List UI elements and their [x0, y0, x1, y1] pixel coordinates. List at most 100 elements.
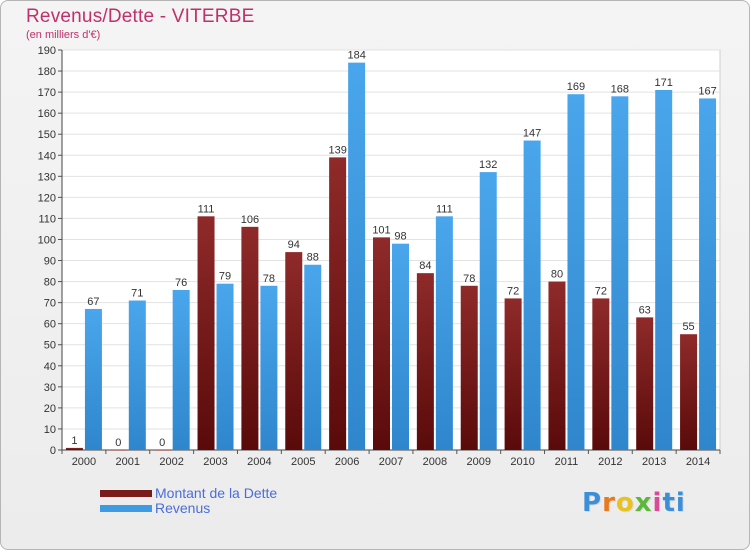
bar-dette: [636, 317, 654, 450]
y-tick-label: 180: [38, 66, 56, 78]
logo-letter: o: [615, 488, 635, 518]
bar-dette: [592, 298, 610, 450]
bar-dette: [548, 281, 566, 450]
data-label: 168: [611, 83, 629, 95]
bar-revenus: [567, 94, 585, 451]
x-tick-label: 2002: [159, 456, 183, 468]
legend-swatch-dette: [100, 490, 152, 497]
data-label: 78: [263, 273, 275, 285]
x-tick-label: 2009: [466, 456, 490, 468]
chart-title: Revenus/Dette - VITERBE: [26, 6, 255, 27]
y-tick-label: 0: [50, 445, 56, 457]
bar-dette: [109, 450, 127, 451]
logo-letter: P: [582, 488, 603, 518]
data-label: 139: [328, 144, 346, 156]
bar-revenus: [128, 300, 146, 450]
bar-revenus: [699, 98, 717, 450]
data-label: 72: [507, 285, 519, 297]
data-label: 98: [394, 231, 406, 243]
x-tick-label: 2006: [335, 456, 359, 468]
data-label: 63: [639, 304, 651, 316]
data-label: 79: [219, 271, 231, 283]
x-tick-label: 2000: [72, 456, 96, 468]
x-tick-label: 2007: [379, 456, 403, 468]
y-tick-label: 150: [38, 129, 56, 141]
data-label: 71: [131, 288, 143, 300]
y-tick-label: 30: [44, 382, 56, 394]
y-tick-label: 100: [38, 234, 56, 246]
y-tick-label: 110: [38, 213, 56, 225]
data-label: 101: [372, 224, 390, 236]
data-label: 167: [698, 85, 716, 97]
y-tick-label: 40: [44, 361, 56, 373]
bar-revenus: [348, 62, 366, 450]
data-label: 111: [436, 203, 453, 215]
bar-dette: [285, 252, 303, 450]
y-tick-label: 10: [44, 424, 56, 436]
y-tick-label: 160: [38, 108, 56, 120]
bar-dette: [373, 237, 390, 450]
logo-letter: x: [634, 488, 653, 518]
data-label: 171: [655, 77, 673, 89]
data-label: 67: [87, 296, 99, 308]
legend-label-dette: Montant de la Dette: [155, 485, 278, 501]
bar-dette: [504, 298, 522, 450]
x-tick-label: 2013: [642, 456, 666, 468]
data-label: 84: [419, 260, 431, 272]
y-tick-label: 50: [44, 340, 56, 352]
x-tick-label: 2011: [555, 456, 579, 468]
y-tick-label: 140: [38, 150, 56, 162]
bar-dette: [153, 450, 171, 451]
bar-revenus: [172, 290, 190, 450]
data-label: 132: [479, 159, 497, 171]
x-tick-label: 2012: [598, 456, 622, 468]
data-label: 184: [347, 50, 365, 62]
data-label: 147: [523, 128, 541, 140]
y-tick-label: 80: [44, 277, 56, 289]
bar-revenus: [523, 140, 541, 451]
bar-revenus: [84, 308, 102, 450]
x-tick-label: 2010: [510, 456, 534, 468]
x-tick-label: 2001: [116, 456, 140, 468]
data-label: 1: [71, 435, 77, 447]
x-tick-label: 2005: [291, 456, 315, 468]
data-label: 169: [567, 81, 585, 93]
x-tick-label: 2003: [203, 456, 227, 468]
bar-dette: [680, 334, 698, 450]
data-label: 72: [595, 285, 607, 297]
data-label: 0: [115, 437, 121, 449]
bar-dette: [329, 157, 347, 451]
y-tick-label: 90: [44, 256, 56, 268]
data-label: 88: [307, 252, 319, 264]
y-tick-label: 190: [38, 45, 56, 57]
bar-revenus: [216, 283, 234, 450]
proxiti-logo: Proxiti: [582, 488, 686, 518]
bar-dette: [65, 447, 83, 450]
logo-letter: r: [602, 488, 616, 518]
y-tick-label: 20: [44, 403, 56, 415]
bar-revenus: [304, 264, 322, 450]
data-label: 106: [241, 214, 259, 226]
data-label: 76: [175, 277, 187, 289]
bar-revenus: [435, 216, 453, 450]
bar-dette: [197, 216, 215, 450]
data-label: 80: [551, 269, 563, 281]
data-label: 111: [198, 203, 215, 215]
data-label: 78: [463, 273, 475, 285]
bar-dette: [241, 226, 259, 450]
legend-swatch-revenus: [100, 505, 152, 512]
data-label: 0: [159, 437, 165, 449]
data-label: 55: [682, 321, 694, 333]
x-tick-label: 2008: [423, 456, 447, 468]
bar-revenus: [611, 96, 629, 450]
logo-letter: i: [652, 488, 663, 518]
x-tick-label: 2004: [247, 456, 271, 468]
bar-revenus: [392, 243, 409, 450]
plot-area: [61, 49, 721, 451]
bar-dette: [416, 273, 434, 450]
y-tick-label: 120: [38, 192, 56, 204]
bar-dette: [460, 285, 478, 450]
y-tick-label: 130: [38, 171, 56, 183]
legend-label-revenus: Revenus: [155, 500, 211, 516]
